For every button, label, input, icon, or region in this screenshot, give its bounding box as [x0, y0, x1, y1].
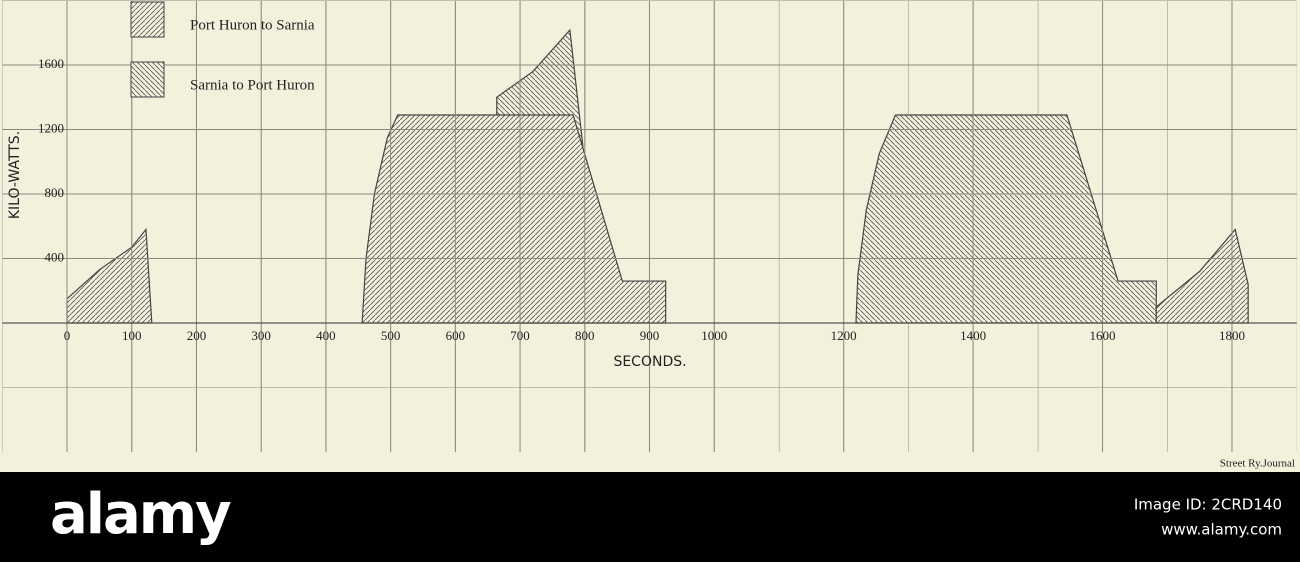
x-tick-label: 400: [316, 328, 336, 343]
x-tick-label: 1000: [701, 328, 727, 343]
plot-area: 0 100 200 300 400 500 600 700 800 900 1000 1200 1400…: [2, 0, 1297, 470]
x-tick-label: 300: [251, 328, 271, 343]
x-tick-label: 700: [510, 328, 530, 343]
x-tick-label: 1600: [1090, 328, 1116, 343]
x-tick-label: 500: [381, 328, 401, 343]
legend-label: Port Huron to Sarnia: [190, 17, 315, 33]
site-url: www.alamy.com: [1161, 521, 1282, 539]
footer-band: [0, 472, 1300, 562]
x-tick-label: 1200: [831, 328, 857, 343]
y-axis-title: KILO-WATTS.: [7, 131, 23, 219]
image-id: Image ID: 2CRD140: [1134, 496, 1282, 514]
y-tick-label: 800: [45, 185, 65, 200]
x-tick-label: 200: [187, 328, 207, 343]
y-tick-label: 400: [45, 249, 65, 264]
source-credit: Street Ry.Journal: [1220, 458, 1295, 470]
x-tick-label: 600: [446, 328, 466, 343]
y-tick-label: 1200: [38, 120, 64, 135]
x-tick-label: 1400: [960, 328, 986, 343]
x-tick-label: 900: [640, 328, 660, 343]
legend-swatch: [130, 61, 165, 98]
legend-label: Sarnia to Port Huron: [190, 77, 315, 93]
x-tick-label: 100: [122, 328, 142, 343]
x-tick-label: 800: [575, 328, 595, 343]
y-tick-label: 1600: [38, 56, 64, 71]
brand-logo: alamy: [50, 482, 231, 547]
x-tick-label: 1800: [1219, 328, 1245, 343]
x-tick-label: 0: [64, 328, 71, 343]
x-axis-title: SECONDS.: [613, 354, 686, 370]
legend-swatch: [130, 1, 165, 38]
